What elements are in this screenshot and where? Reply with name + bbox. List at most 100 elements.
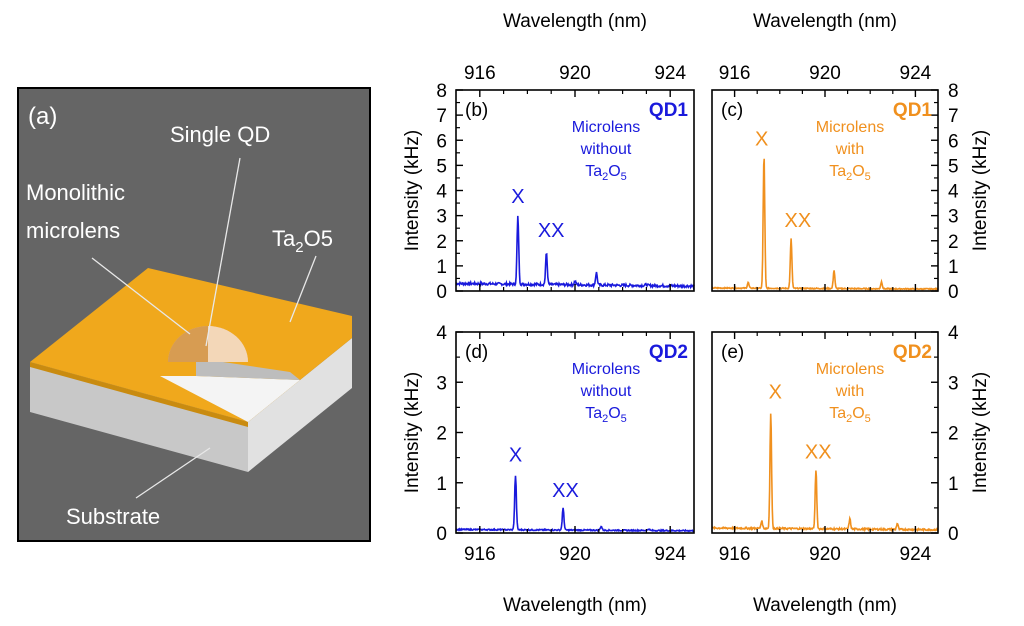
- y-tick-label-d: 3: [436, 373, 447, 394]
- note-line3-d: Ta2O5: [585, 405, 627, 425]
- dot-name-e: QD2: [893, 342, 932, 363]
- y-tick-label-b: 1: [436, 257, 447, 278]
- note-sub1-b: 2: [602, 171, 608, 183]
- x-tick-label-bottom-e: 924: [900, 544, 932, 565]
- y-tick-label-e: 0: [948, 524, 959, 545]
- panel-a-schematic: (a) Single QD Monolithic microlens Ta2O5…: [17, 87, 371, 542]
- note-sub2-b: 5: [621, 171, 627, 183]
- y-tick-label-b: 8: [436, 81, 447, 102]
- peak-label-d-1: XX: [552, 480, 579, 502]
- spectrum-panel-b: 916 920 924 Wavelength (nm) 0 1 2 3 4 5 6 7 8 Intensi…: [402, 11, 695, 303]
- y-tick-label-b: 2: [436, 232, 447, 253]
- note-line3-e: Ta2O5: [829, 405, 871, 425]
- note-line2-d: without: [580, 383, 632, 400]
- x-axis-title-bottom-d: Wavelength (nm): [503, 595, 647, 616]
- note-ta-c: Ta: [829, 163, 846, 180]
- cutaway-region: [160, 376, 300, 422]
- x-tick-label-top-c: 924: [900, 63, 932, 84]
- spectrum-panel-d: 916 920 924 Wavelength (nm) 0 1 2 3 4 Intensity (…: [402, 323, 695, 616]
- note-sub1-e: 2: [846, 413, 852, 425]
- peak-label-e-1: XX: [805, 442, 832, 464]
- callout-line-microlens: [91, 257, 191, 335]
- y-tick-label-b: 3: [436, 207, 447, 228]
- y-tick-label-c: 8: [948, 81, 959, 102]
- note-sub2-d: 5: [621, 413, 627, 425]
- spectrum-trace-b: [455, 215, 695, 291]
- microlens-cut-face: [208, 326, 248, 362]
- callout-microlens: microlens: [26, 218, 120, 243]
- dot-name-b: QD1: [649, 100, 689, 121]
- callout-substrate: Substrate: [66, 504, 160, 529]
- cutaway-wall: [196, 358, 300, 380]
- peak-label-c-1: XX: [785, 210, 812, 232]
- x-tick-label-bottom-e: 916: [719, 544, 751, 565]
- note-line2-c: with: [835, 141, 864, 158]
- y-tick-label-b: 0: [436, 282, 447, 303]
- y-tick-label-c: 5: [948, 156, 959, 177]
- y-tick-label-b: 5: [436, 156, 447, 177]
- note-line3-b: Ta2O5: [585, 163, 627, 183]
- y-tick-label-c: 7: [948, 106, 959, 127]
- peak-label-c-0: X: [755, 128, 768, 150]
- x-axis-title-bottom-e: Wavelength (nm): [753, 595, 897, 616]
- y-tick-label-c: 6: [948, 131, 959, 152]
- note-sub2-c: 5: [865, 171, 871, 183]
- y-tick-label-d: 1: [436, 474, 447, 495]
- panel-label-c: (c): [721, 100, 743, 121]
- y-tick-label-c: 3: [948, 207, 959, 228]
- x-tick-label-top-c: 920: [809, 63, 841, 84]
- spectrum-trace-e: [711, 413, 939, 533]
- note-sub1-c: 2: [846, 171, 852, 183]
- peak-label-b-1: XX: [538, 220, 565, 242]
- spectrum-panel-e: 916 920 924 Wavelength (nm) 0 1 2 3 4 Intensity (…: [711, 323, 991, 616]
- panel-a-label: (a): [28, 103, 57, 130]
- x-tick-label-top-b: 916: [464, 63, 496, 84]
- note-line1-c: Microlens: [816, 119, 884, 136]
- callout-monolithic: Monolithic: [26, 180, 125, 205]
- panel-label-b: (b): [465, 100, 488, 121]
- o-symbol: O: [304, 226, 321, 251]
- note-ta-d: Ta: [585, 405, 602, 422]
- spectrum-trace-c: [711, 158, 939, 291]
- note-line1-d: Microlens: [572, 361, 640, 378]
- note-line2-e: with: [835, 383, 864, 400]
- y-tick-label-d: 2: [436, 424, 447, 445]
- panel-label-d: (d): [465, 342, 488, 363]
- spectrum-panel-c: 916 920 924 Wavelength (nm) 0 1 2 3 4 5 6 7 8 Intensi…: [711, 11, 991, 303]
- microlens-left-half: [168, 326, 208, 362]
- note-sub2-e: 5: [865, 413, 871, 425]
- y-tick-label-e: 4: [948, 323, 959, 344]
- x-axis-title-top-b: Wavelength (nm): [503, 11, 647, 32]
- y-axis-title-e: Intensity (kHz): [970, 372, 991, 493]
- callout-line-ta2o5: [289, 255, 317, 323]
- x-tick-label-bottom-d: 916: [464, 544, 496, 565]
- note-sub1-d: 2: [602, 413, 608, 425]
- note-ta-e: Ta: [829, 405, 846, 422]
- y-tick-label-d: 0: [436, 524, 447, 545]
- y-tick-label-b: 4: [436, 182, 447, 203]
- x-tick-label-top-b: 920: [559, 63, 591, 84]
- callout-line-single-qd: [205, 157, 241, 347]
- note-o-c: O: [852, 163, 864, 180]
- note-o-b: O: [608, 163, 620, 180]
- o-subscript: 5: [321, 226, 333, 251]
- note-line1-b: Microlens: [572, 119, 640, 136]
- y-axis-title-d: Intensity (kHz): [402, 372, 423, 493]
- callout-ta2o5: Ta2O5: [272, 226, 333, 256]
- note-o-e: O: [852, 405, 864, 422]
- peak-label-d-0: X: [509, 445, 522, 467]
- y-tick-label-e: 3: [948, 373, 959, 394]
- y-tick-label-b: 7: [436, 106, 447, 127]
- y-tick-label-d: 4: [436, 323, 447, 344]
- callout-line-substrate: [135, 447, 211, 499]
- note-line3-c: Ta2O5: [829, 163, 871, 183]
- callout-single-qd: Single QD: [170, 122, 270, 147]
- y-axis-title-b: Intensity (kHz): [402, 130, 423, 251]
- note-o-d: O: [608, 405, 620, 422]
- x-tick-label-bottom-d: 920: [559, 544, 591, 565]
- ta-subscript: 2: [295, 239, 303, 256]
- x-tick-label-bottom-d: 924: [654, 544, 686, 565]
- y-tick-label-b: 6: [436, 131, 447, 152]
- panel-label-e: (e): [721, 342, 744, 363]
- note-ta-b: Ta: [585, 163, 602, 180]
